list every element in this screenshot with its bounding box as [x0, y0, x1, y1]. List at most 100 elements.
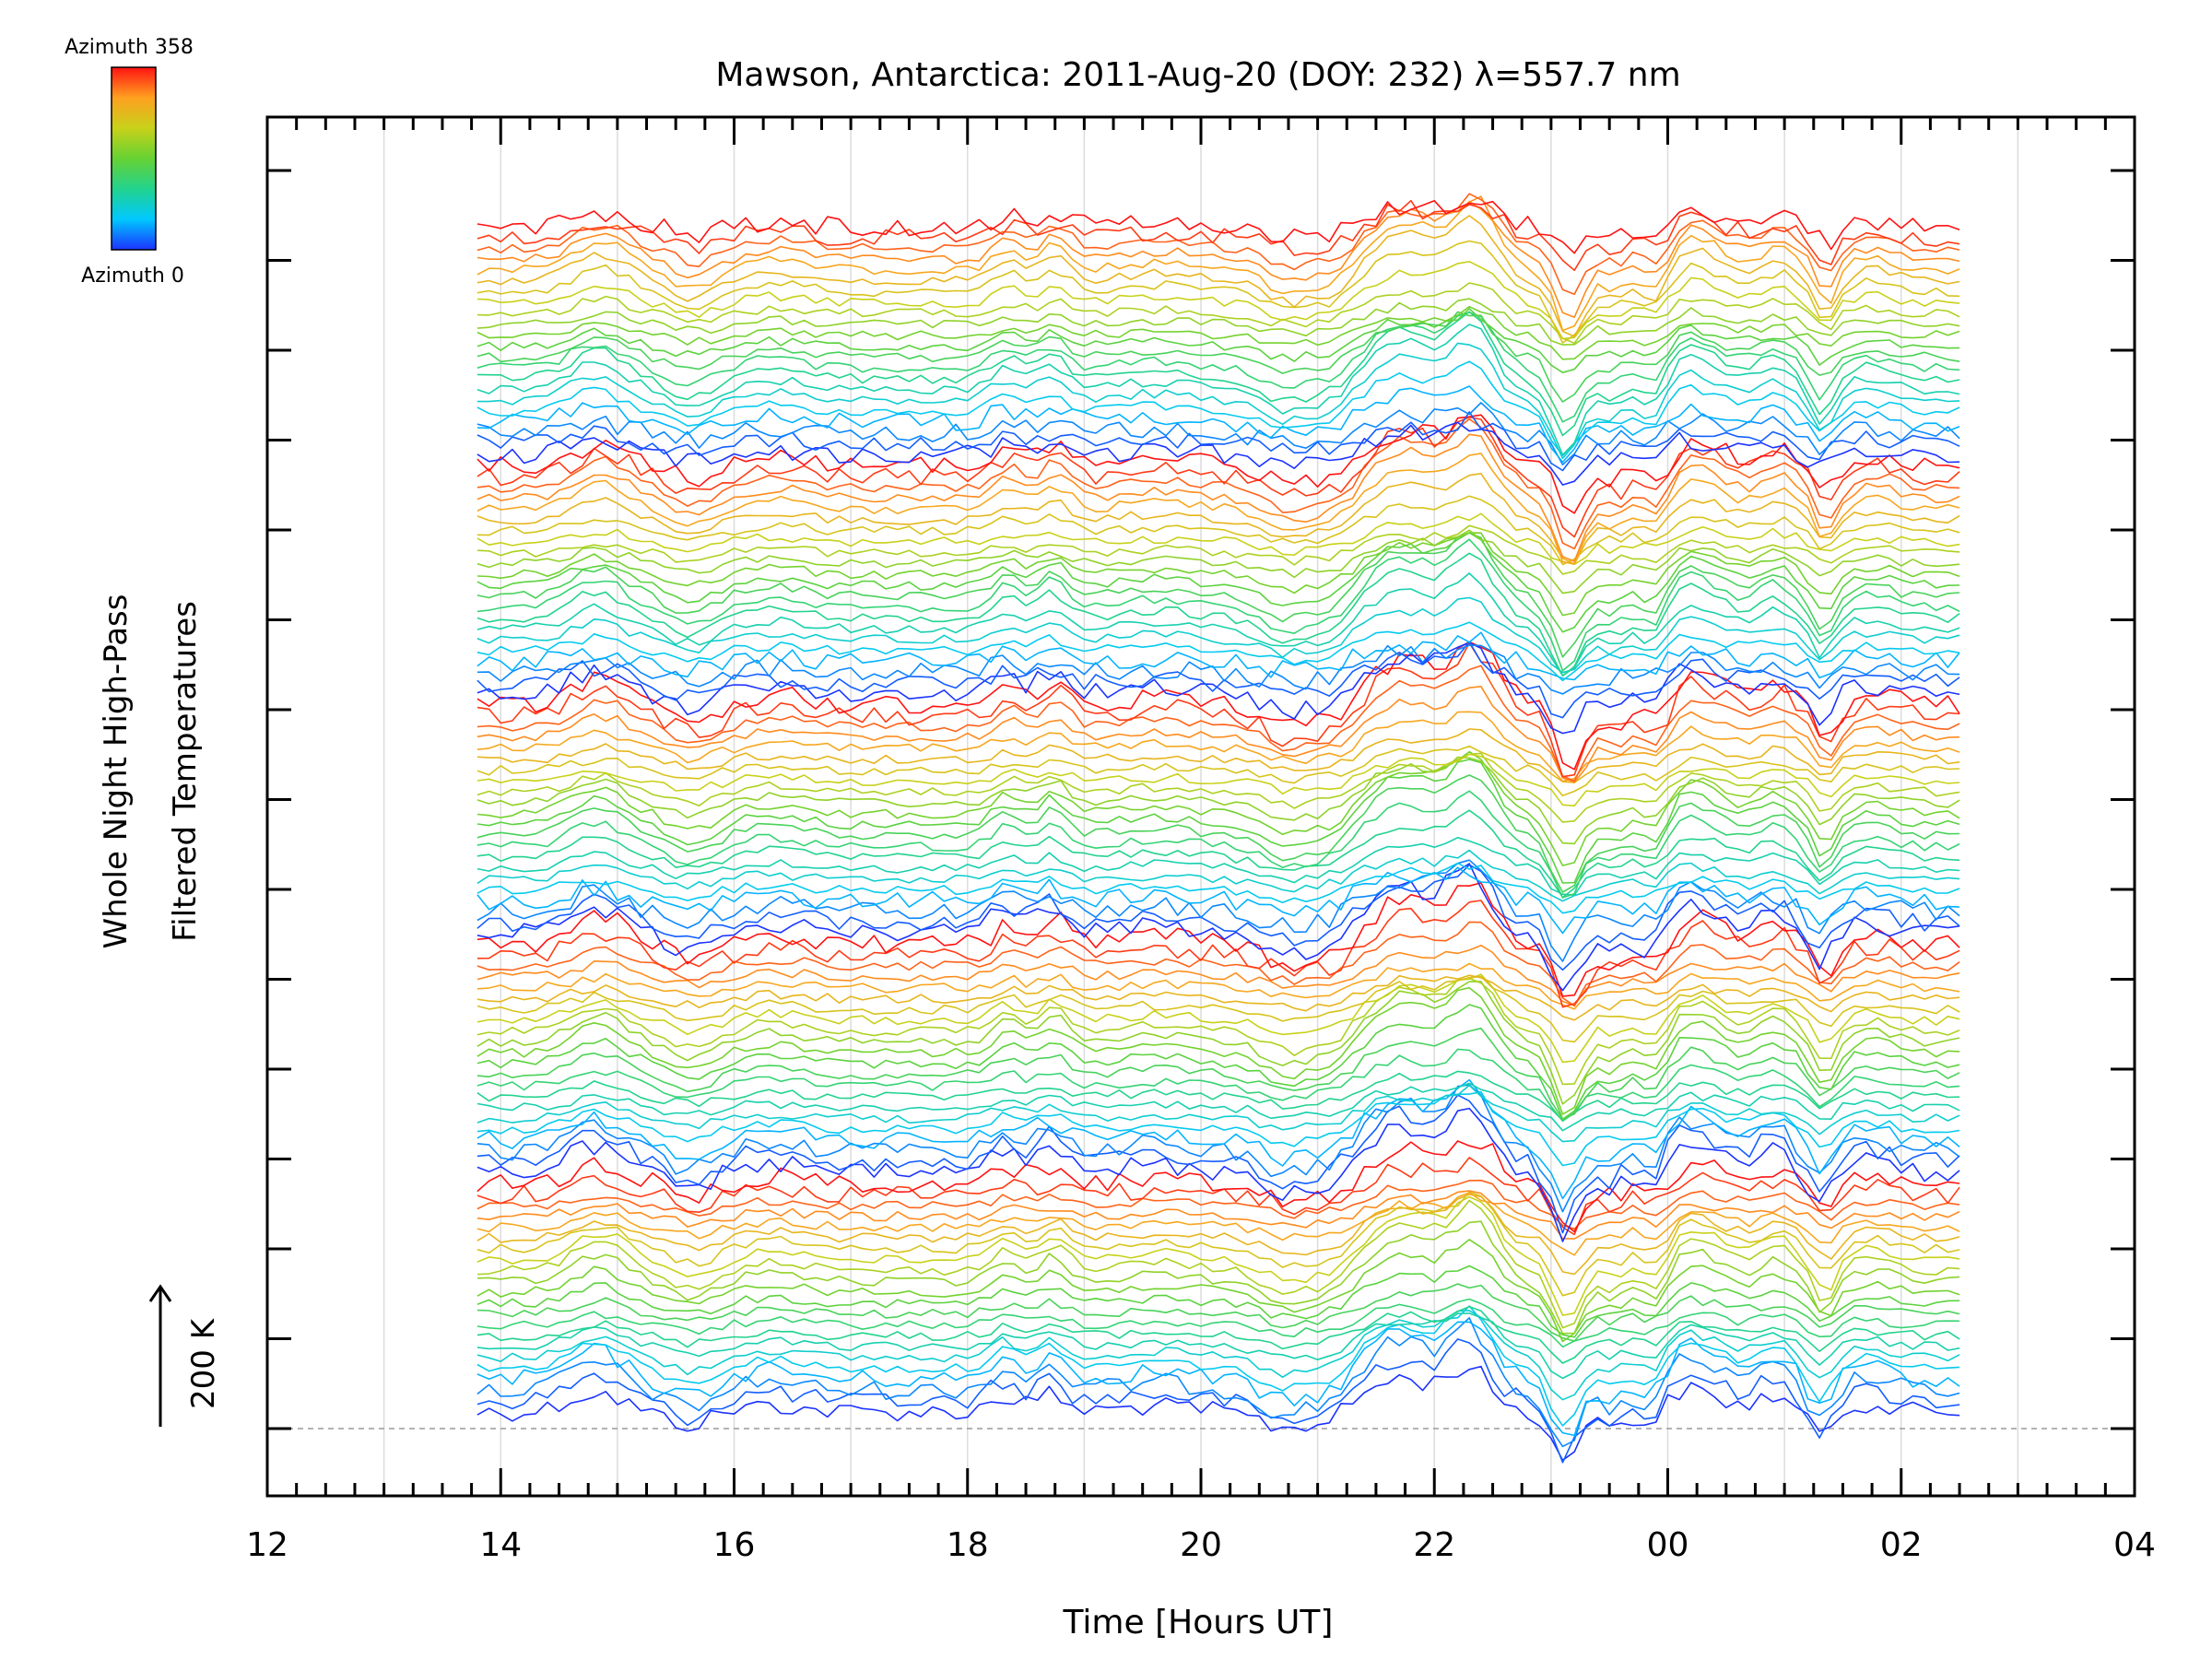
- series-line: [477, 418, 1960, 550]
- x-axis-label: Time [Hours UT]: [1063, 1604, 1334, 1641]
- series-line: [477, 1084, 1960, 1213]
- series-line: [477, 512, 1960, 566]
- series-line: [477, 200, 1960, 254]
- series-line: [477, 1140, 1960, 1233]
- colorbar: Azimuth 358 Azimuth 0: [65, 36, 194, 288]
- series-line: [477, 1321, 1960, 1437]
- axis-ticks: [265, 117, 2136, 1496]
- x-tick-label: 02: [1880, 1526, 1923, 1564]
- x-tick-label: 22: [1413, 1526, 1455, 1564]
- series-line: [477, 641, 1960, 771]
- series-line: [477, 311, 1960, 403]
- series-line: [477, 750, 1960, 866]
- y-axis-label: Whole Night High-Pass Filtered Temperatu…: [98, 594, 204, 949]
- series-line: [477, 641, 1960, 778]
- series-line: [477, 836, 1960, 897]
- y-axis-label-line-2: Filtered Temperatures: [167, 601, 204, 942]
- series-line: [477, 974, 1960, 1021]
- series-line: [477, 1191, 1960, 1297]
- colorbar-top-label: Azimuth 358: [65, 36, 194, 59]
- series-line: [477, 342, 1960, 460]
- series-line: [477, 759, 1960, 884]
- series-line: [477, 921, 1960, 1007]
- series-line: [477, 1310, 1960, 1401]
- series-line: [477, 538, 1960, 672]
- series-line: [477, 986, 1960, 1115]
- x-tick-labels: 12 14 16 18 20 22 00 02 04: [246, 1526, 2156, 1564]
- series-line: [477, 641, 1960, 719]
- series-line: [477, 1070, 1960, 1122]
- series-line: [477, 414, 1960, 514]
- series-line: [477, 665, 1960, 782]
- series-line: [477, 1082, 1960, 1132]
- series-line: [477, 621, 1960, 682]
- series-line: [477, 453, 1960, 565]
- series-line: [477, 240, 1960, 344]
- series-line: [477, 215, 1960, 337]
- series-line: [477, 312, 1960, 423]
- series-line: [477, 1192, 1960, 1256]
- series-line: [477, 1199, 1960, 1329]
- series-line: [477, 962, 1960, 1010]
- series-line: [477, 900, 1960, 1008]
- series-line: [477, 1298, 1960, 1348]
- series-line: [477, 1094, 1960, 1234]
- series-line: [477, 981, 1960, 1105]
- x-tick-label: 16: [713, 1526, 756, 1564]
- series-line: [477, 360, 1960, 457]
- series-line: [477, 1090, 1960, 1167]
- series-line: [477, 977, 1960, 1086]
- series-line: [477, 552, 1960, 677]
- series-line: [477, 864, 1960, 971]
- series-line: [477, 866, 1960, 935]
- series-line: [477, 1220, 1960, 1335]
- series-line: [477, 195, 1960, 319]
- series-line: [477, 324, 1960, 456]
- series-line: [477, 1317, 1960, 1448]
- series-line: [477, 193, 1960, 296]
- series-line: [477, 685, 1960, 783]
- series-line: [477, 1305, 1960, 1427]
- series-line: [477, 1179, 1960, 1230]
- series-line: [477, 1084, 1960, 1143]
- series-line: [477, 1283, 1960, 1342]
- x-tick-label: 20: [1180, 1526, 1222, 1564]
- series-line: [477, 1107, 1960, 1242]
- series-line: [477, 532, 1960, 658]
- series-line: [477, 524, 1960, 575]
- series-line: [477, 200, 1960, 332]
- series-line: [477, 1190, 1960, 1240]
- series-line: [477, 882, 1960, 997]
- x-tick-label: 18: [947, 1526, 989, 1564]
- series-line: [477, 596, 1960, 674]
- series-line: [477, 1365, 1960, 1462]
- series-line: [477, 790, 1960, 899]
- x-tick-label: 12: [246, 1526, 288, 1564]
- series-line: [477, 311, 1960, 437]
- data-traces: [477, 193, 1960, 1464]
- series-line: [477, 975, 1960, 1043]
- series-line: [477, 728, 1960, 783]
- series-line: [477, 421, 1960, 486]
- series-line: [477, 1195, 1960, 1316]
- series-line: [477, 849, 1960, 902]
- colorbar-bottom-label: Azimuth 0: [81, 265, 184, 288]
- colorbar-gradient: [111, 66, 157, 251]
- series-line: [477, 944, 1960, 1007]
- chart-title: Mawson, Antarctica: 2011-Aug-20 (DOY: 23…: [715, 56, 1680, 94]
- series-line: [477, 1194, 1960, 1276]
- series-line: [477, 745, 1960, 797]
- series-line: [477, 282, 1960, 345]
- series-line: [477, 495, 1960, 566]
- x-tick-label: 00: [1647, 1526, 1689, 1564]
- series-line: [477, 859, 1960, 962]
- series-line: [477, 1048, 1960, 1123]
- series-line: [477, 411, 1960, 472]
- series-line: [477, 711, 1960, 782]
- series-line: [477, 385, 1960, 464]
- series-line: [477, 433, 1960, 562]
- x-tick-label: 14: [479, 1526, 522, 1564]
- series-line: [477, 1157, 1960, 1236]
- series-line: [477, 472, 1960, 565]
